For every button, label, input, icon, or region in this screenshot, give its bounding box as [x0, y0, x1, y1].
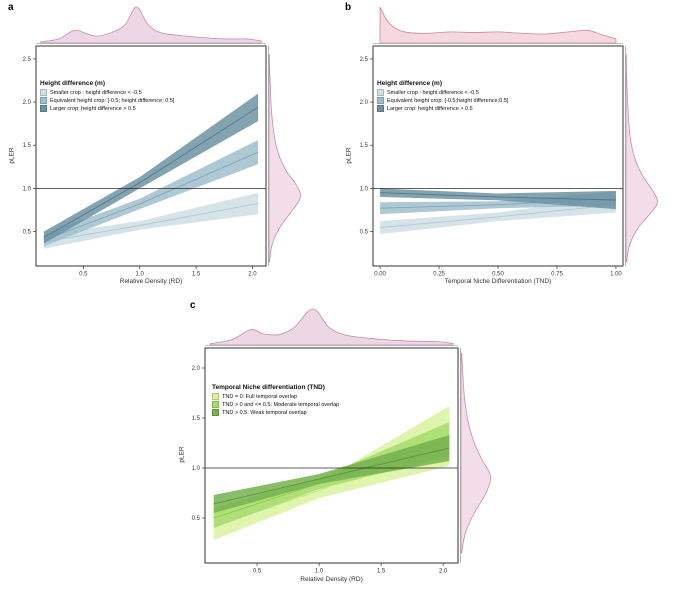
legend-swatch-icon — [377, 105, 384, 112]
legend-swatch-icon — [377, 97, 384, 104]
svg-text:2.0: 2.0 — [360, 100, 369, 106]
panel-a-legend: Height difference (m) Smaller crop : hei… — [40, 80, 174, 113]
panel-a-right-density-plot — [268, 46, 301, 266]
legend-title: Height difference (m) — [40, 80, 106, 87]
svg-text:1.0: 1.0 — [315, 569, 324, 575]
svg-text:0.5: 0.5 — [253, 569, 262, 575]
legend-swatch-icon — [212, 409, 219, 416]
panel-a: a 0.5 1.0 1.5 2.0 0.5 1.0 1.5 2.0 2.5 Height dif… — [0, 0, 330, 295]
panel-a-letter: a — [8, 2, 14, 13]
legend-label: Equivalent height crop: [-0.5; height di… — [50, 97, 175, 104]
panel-c-top-density-plot — [205, 308, 458, 346]
legend-item: Smaller crop : height difference < -0.5 — [377, 89, 508, 96]
legend-label: Larger crop: height difference > 0.5 — [50, 105, 136, 112]
legend-item: Equivalent height crop: [-0.5; height di… — [40, 97, 174, 104]
svg-text:2.5: 2.5 — [23, 57, 32, 63]
svg-text:1.5: 1.5 — [192, 272, 201, 278]
svg-text:2.5: 2.5 — [360, 57, 369, 63]
legend-label: TND > 0.5: Weak temporal overlap — [222, 409, 307, 416]
panel-b-x-axis-label: Temporal Niche Differentiation (TND) — [444, 278, 552, 285]
panel-b-right-density-plot — [625, 46, 658, 266]
legend-swatch-icon — [377, 89, 384, 96]
panel-b-top-density-plot — [373, 6, 623, 44]
svg-text:2.0: 2.0 — [248, 272, 257, 278]
panel-c-x-axis-label: Relative Density (RD) — [300, 576, 363, 583]
svg-text:1.00: 1.00 — [610, 272, 622, 278]
legend-swatch-icon — [40, 105, 47, 112]
panel-b-legend: Height difference (m) Smaller crop : hei… — [377, 80, 508, 113]
svg-text:0.5: 0.5 — [23, 229, 32, 235]
svg-text:0.75: 0.75 — [551, 272, 563, 278]
panel-a-x-axis-label: Relative Density (RD) — [119, 278, 183, 285]
svg-text:0.25: 0.25 — [433, 272, 445, 278]
legend-swatch-icon — [212, 401, 219, 408]
legend-item: Equivalent height crop: [-0.5;height dif… — [377, 97, 508, 104]
panel-a-main-plot: 0.5 1.0 1.5 2.0 0.5 1.0 1.5 2.0 2.5 — [23, 45, 267, 278]
svg-text:1.0: 1.0 — [192, 466, 201, 472]
legend-item: Larger crop: height difference > 0.5 — [40, 105, 174, 112]
panel-c-letter: c — [190, 300, 196, 311]
legend-item: Larger crop: height difference > 0.5 — [377, 105, 508, 112]
panel-a-y-axis-label: pLER — [8, 147, 16, 164]
legend-label: Smaller crop : height difference < -0.5 — [50, 89, 142, 96]
svg-text:0.5: 0.5 — [79, 272, 88, 278]
svg-text:0.5: 0.5 — [192, 516, 201, 522]
legend-item: TND > 0.5: Weak temporal overlap — [212, 409, 339, 416]
svg-text:1.0: 1.0 — [360, 186, 369, 192]
panel-c-right-density-plot — [460, 348, 492, 563]
legend-item: TND > 0 and <= 0.5: Moderate temporal ov… — [212, 401, 339, 408]
legend-label: Equivalent height crop: [-0.5;height dif… — [387, 97, 509, 104]
legend-label: Larger crop: height difference > 0.5 — [387, 105, 473, 112]
svg-text:1.0: 1.0 — [23, 186, 32, 192]
svg-text:1.5: 1.5 — [377, 569, 386, 575]
legend-title: Temporal Niche differentiation (TND) — [212, 384, 325, 391]
legend-item: Smaller crop : height difference < -0.5 — [40, 89, 174, 96]
svg-text:2.0: 2.0 — [192, 366, 201, 372]
svg-text:1.0: 1.0 — [136, 272, 145, 278]
svg-text:2.0: 2.0 — [439, 569, 448, 575]
svg-text:1.5: 1.5 — [23, 143, 32, 149]
svg-text:1.5: 1.5 — [360, 143, 369, 149]
legend-title: Height difference (m) — [377, 80, 443, 87]
panel-b-main-plot: 0.00 0.25 0.50 0.75 1.00 0.5 1.0 1.5 2.0 2.5 — [360, 45, 624, 278]
panel-c-legend: Temporal Niche differentiation (TND) TND… — [212, 384, 339, 417]
legend-label: Smaller crop : height difference < -0.5 — [387, 89, 479, 96]
panel-b-letter: b — [345, 2, 352, 13]
legend-swatch-icon — [40, 89, 47, 96]
panel-c: c 0.5 1.0 1.5 2.0 0.5 1.0 1.5 2.0 Temporal Nich… — [175, 296, 505, 593]
panel-c-main-plot: 0.5 1.0 1.5 2.0 0.5 1.0 1.5 2.0 — [192, 347, 459, 575]
svg-text:0.5: 0.5 — [360, 229, 369, 235]
legend-swatch-icon — [212, 393, 219, 400]
panel-c-y-axis-label: pLER — [178, 446, 186, 463]
legend-label: TND > 0 and <= 0.5: Moderate temporal ov… — [222, 401, 340, 408]
svg-text:2.0: 2.0 — [23, 100, 32, 106]
legend-item: TND = 0: Full temporal overlap — [212, 393, 339, 400]
svg-text:0.50: 0.50 — [492, 272, 504, 278]
legend-label: TND = 0: Full temporal overlap — [222, 393, 298, 400]
legend-swatch-icon — [40, 97, 47, 104]
panel-b: b 0.00 0.25 0.50 0.75 1.00 0.5 1.0 1.5 2.0 2.5 He… — [337, 0, 685, 295]
panel-b-y-axis-label: pLER — [345, 147, 353, 164]
panel-a-top-density-plot — [36, 6, 266, 44]
svg-text:0.00: 0.00 — [374, 272, 386, 278]
svg-text:1.5: 1.5 — [192, 416, 201, 422]
